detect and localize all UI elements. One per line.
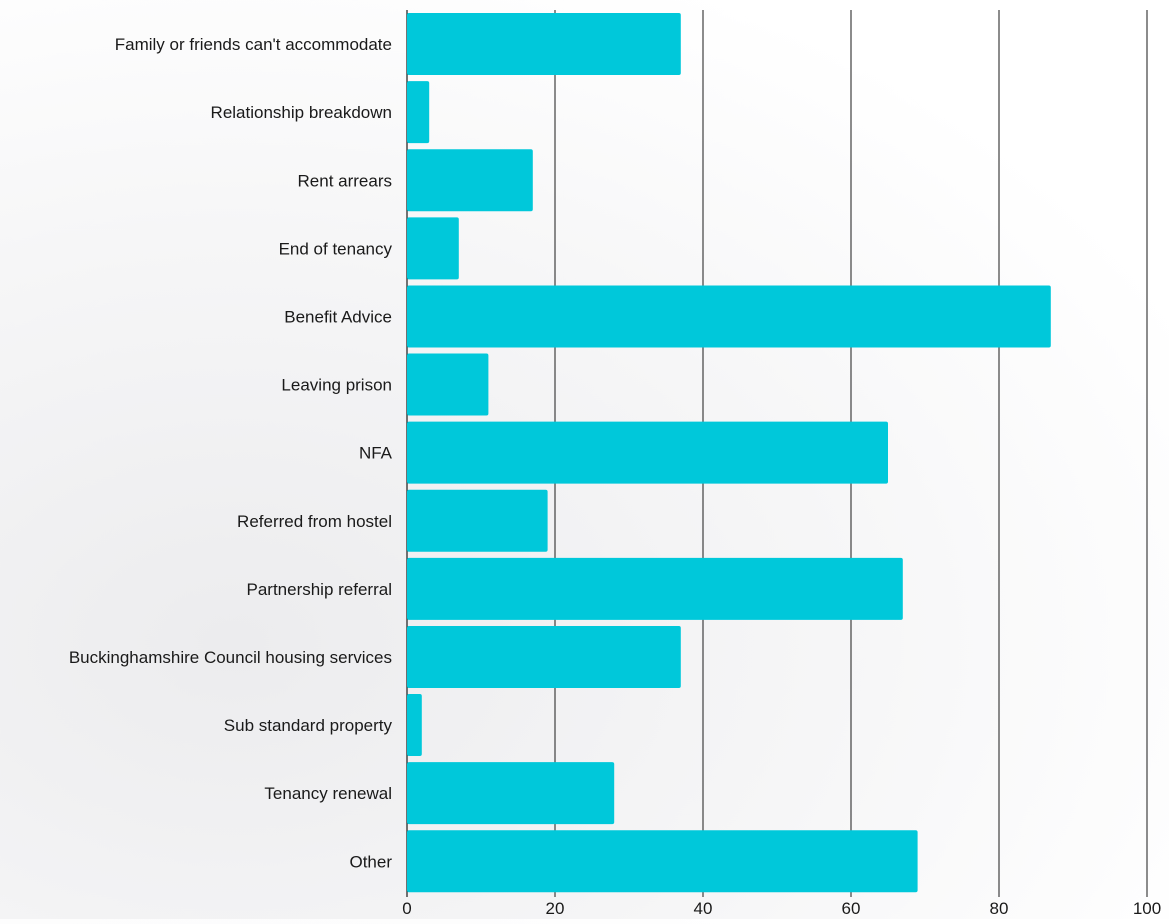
category-label: Rent arrears (298, 171, 392, 190)
bar (407, 625, 681, 688)
category-label: Benefit Advice (284, 307, 392, 326)
category-label: Other (349, 852, 392, 871)
bar (407, 421, 888, 484)
category-label: Tenancy renewal (264, 784, 392, 803)
category-label: Relationship breakdown (211, 103, 392, 122)
bar (407, 694, 422, 757)
x-tick-label: 40 (694, 899, 713, 918)
category-label: Family or friends can't accommodate (115, 35, 392, 54)
bar (407, 557, 903, 620)
category-label: Sub standard property (224, 716, 393, 735)
x-tick-label: 60 (842, 899, 861, 918)
bar (407, 217, 459, 280)
category-label: NFA (359, 444, 393, 463)
category-label: Referred from hostel (237, 512, 392, 531)
category-labels: Family or friends can't accommodate Relat… (69, 35, 393, 871)
category-label: End of tenancy (279, 239, 393, 258)
category-label: Partnership referral (246, 580, 392, 599)
bar (407, 13, 681, 76)
x-tick-label: 20 (546, 899, 565, 918)
bar (407, 762, 615, 825)
bar (407, 489, 548, 552)
bars (407, 13, 1051, 893)
bar (407, 830, 918, 893)
category-label: Leaving prison (281, 376, 392, 395)
x-tick-label: 0 (402, 899, 411, 918)
bar (407, 149, 533, 212)
bar (407, 285, 1051, 348)
x-axis-ticks: 0 20 40 60 80 100 (402, 899, 1161, 918)
x-tick-label: 100 (1133, 899, 1161, 918)
x-tick-label: 80 (990, 899, 1009, 918)
bar (407, 353, 489, 416)
category-label: Buckinghamshire Council housing services (69, 648, 392, 667)
bar (407, 81, 430, 144)
